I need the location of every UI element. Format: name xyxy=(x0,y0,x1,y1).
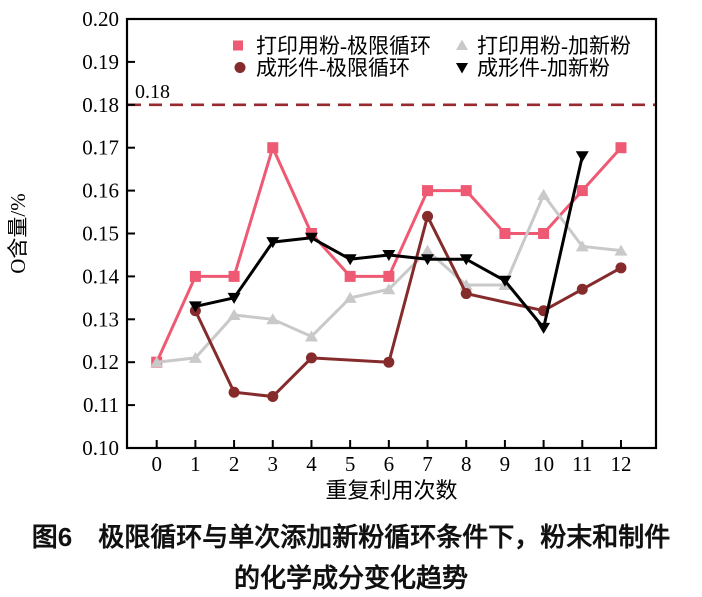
y-tick-label: 0.10 xyxy=(82,436,119,460)
marker-square xyxy=(344,270,356,282)
marker-square xyxy=(538,228,550,239)
marker-square xyxy=(460,185,472,197)
series-line xyxy=(194,212,622,399)
marker-triangle-down xyxy=(227,292,241,304)
marker-circle xyxy=(576,283,588,295)
marker-triangle-down xyxy=(382,249,396,261)
x-tick-label: 9 xyxy=(500,452,511,476)
x-tick-label: 10 xyxy=(533,452,554,476)
y-tick-label: 0.20 xyxy=(82,7,119,31)
figure-caption-line1: 图6 极限循环与单次添加新粉循环条件下，粉末和制件 xyxy=(31,522,671,552)
marker-triangle-down xyxy=(304,232,318,244)
x-tick-label: 2 xyxy=(229,452,240,476)
x-tick-label: 1 xyxy=(190,452,201,476)
marker-square xyxy=(422,185,434,197)
marker-triangle-down xyxy=(266,237,280,249)
legend-marker xyxy=(234,62,246,73)
marker-circle xyxy=(615,262,627,274)
marker-square xyxy=(267,142,279,154)
marker-square xyxy=(615,142,627,154)
marker-triangle-up xyxy=(614,244,628,256)
x-tick-label: 12 xyxy=(610,452,631,476)
marker-circle xyxy=(267,391,279,403)
marker-circle xyxy=(305,352,317,364)
x-tick-label: 11 xyxy=(572,452,592,476)
y-tick-label: 0.12 xyxy=(82,350,119,374)
marker-triangle-up xyxy=(537,188,551,200)
marker-triangle-down xyxy=(421,254,435,266)
marker-triangle-up xyxy=(382,283,396,295)
legend-label: 成形件-极限循环 xyxy=(256,56,410,80)
series-dayin-jiaxinfen xyxy=(150,188,628,368)
x-tick-label: 0 xyxy=(151,452,162,476)
x-tick-label: 7 xyxy=(422,452,433,476)
marker-triangle-up xyxy=(304,330,318,342)
y-tick-label: 0.19 xyxy=(82,50,119,74)
legend-marker xyxy=(456,39,468,50)
x-tick-label: 8 xyxy=(461,452,472,476)
y-tick-label: 0.13 xyxy=(82,307,119,331)
y-tick-label: 0.14 xyxy=(82,264,119,288)
marker-triangle-up xyxy=(575,240,589,252)
marker-triangle-up xyxy=(266,313,280,325)
x-tick-label: 3 xyxy=(268,452,279,476)
marker-square xyxy=(228,270,240,282)
legend-item-chengxing-jiaxinfen: 成形件-加新粉 xyxy=(456,56,610,80)
marker-triangle-down xyxy=(498,275,512,287)
y-tick-label: 0.18 xyxy=(82,93,119,117)
y-tick-label: 0.11 xyxy=(83,393,119,417)
marker-triangle-down xyxy=(188,301,202,313)
marker-triangle-down xyxy=(575,151,589,163)
x-tick-label: 6 xyxy=(384,452,395,476)
series-chengxing-jiaxinfen xyxy=(188,151,589,334)
marker-square xyxy=(499,228,511,239)
y-tick-label: 0.15 xyxy=(82,222,119,246)
figure-caption-line2: 的化学成分变化趋势 xyxy=(233,563,468,593)
marker-triangle-up xyxy=(227,309,241,321)
plot-frame xyxy=(125,17,658,450)
marker-circle xyxy=(228,386,240,398)
marker-square xyxy=(576,185,588,197)
marker-triangle-up xyxy=(150,356,164,368)
legend-label: 成形件-加新粉 xyxy=(477,56,610,80)
legend-label: 打印用粉-极限循环 xyxy=(256,34,431,58)
marker-square xyxy=(189,270,201,282)
marker-triangle-up xyxy=(188,351,202,363)
legend-item-chengxing-jixian: 成形件-极限循环 xyxy=(234,56,410,80)
marker-triangle-down xyxy=(343,254,357,266)
series-chengxing-jixian xyxy=(189,210,627,403)
y-axis-label: O含量/% xyxy=(6,193,30,274)
marker-circle xyxy=(422,210,434,222)
marker-triangle-down xyxy=(537,322,551,334)
y-tick-label: 0.16 xyxy=(82,179,119,203)
chart-svg: 0.18 0.10 0.11 0.12 0.13 0.14 0.15 0.16 0.17 0.18… xyxy=(6,7,658,503)
marker-circle xyxy=(383,356,395,368)
x-tick-label: 4 xyxy=(306,452,317,476)
marker-triangle-up xyxy=(421,244,435,256)
x-tick-label: 5 xyxy=(345,452,356,476)
marker-triangle-down xyxy=(459,254,473,266)
marker-triangle-up xyxy=(343,291,357,303)
x-axis-label: 重复利用次数 xyxy=(325,478,457,503)
marker-square xyxy=(383,270,395,282)
marker-circle xyxy=(460,288,472,300)
reference-line-label: 0.18 xyxy=(135,81,170,103)
legend-label: 打印用粉-加新粉 xyxy=(477,34,631,58)
legend-marker xyxy=(233,40,243,51)
y-tick-label: 0.17 xyxy=(82,136,119,160)
legend-marker xyxy=(456,63,468,74)
legend-item-dayin-jixian: 打印用粉-极限循环 xyxy=(233,34,431,58)
legend-item-dayin-jiaxinfen: 打印用粉-加新粉 xyxy=(456,34,631,58)
